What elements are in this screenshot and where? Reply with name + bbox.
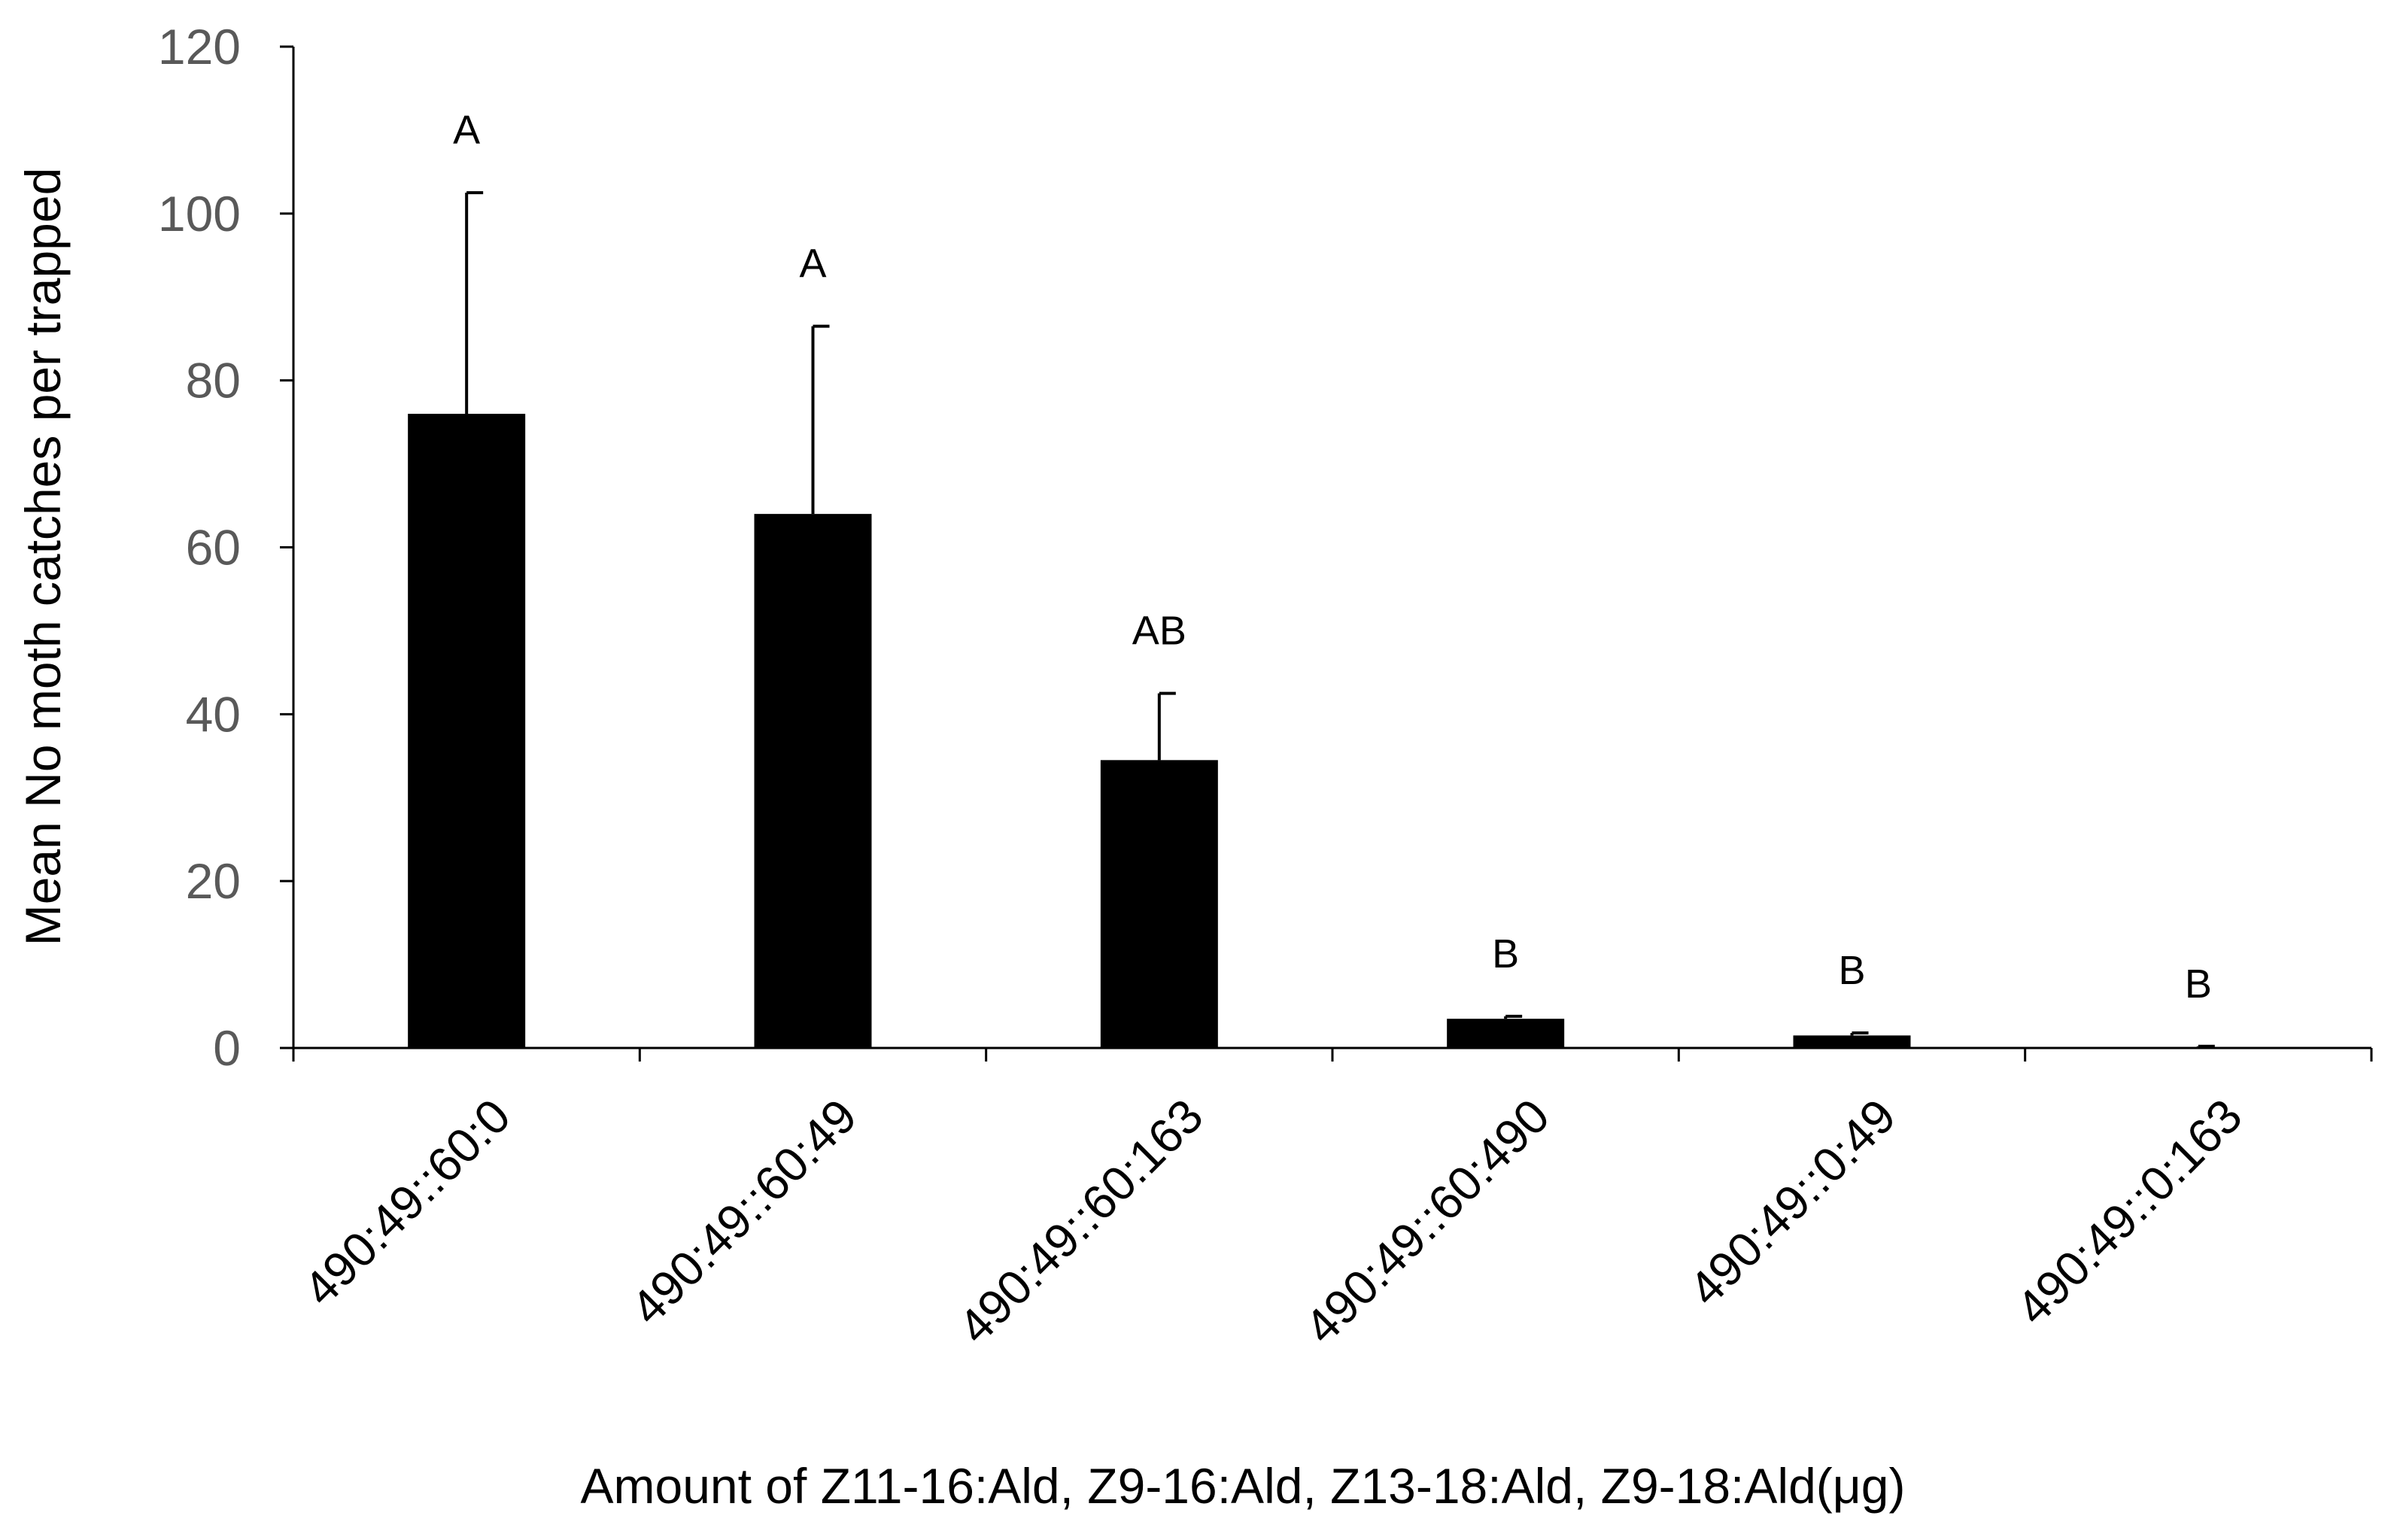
- significance-label: B: [2185, 961, 2212, 1007]
- y-tick-label: 40: [186, 686, 241, 742]
- x-tick-label: 490:49::60:0: [293, 1089, 521, 1317]
- y-tick-label: 20: [186, 853, 241, 909]
- bar: [1100, 760, 1218, 1048]
- significance-label: AB: [1132, 609, 1186, 654]
- bar: [2139, 1046, 2257, 1049]
- significance-label: A: [453, 108, 480, 153]
- x-tick-label: 490:49::60:49: [621, 1089, 867, 1335]
- y-tick-label: 80: [186, 353, 241, 409]
- x-tick-label: 490:49::60:490: [1294, 1089, 1560, 1354]
- significance-label: B: [1492, 931, 1519, 977]
- y-tick-label: 60: [186, 520, 241, 576]
- y-tick-label: 0: [213, 1020, 241, 1076]
- x-tick-label: 490:49::0:49: [1679, 1089, 1906, 1317]
- significance-label: A: [799, 241, 826, 287]
- significance-label: B: [1838, 948, 1865, 993]
- y-tick-label: 120: [158, 19, 241, 74]
- bar: [754, 514, 872, 1048]
- x-tick-label: 490:49::0:163: [2006, 1089, 2253, 1335]
- bar: [408, 414, 526, 1048]
- bar: [1793, 1035, 1911, 1048]
- x-tick-label: 490:49::60:163: [948, 1089, 1214, 1354]
- bar: [1447, 1019, 1565, 1048]
- y-axis-title: Mean No moth catches per trapped: [15, 168, 71, 946]
- y-tick-label: 100: [158, 186, 241, 241]
- x-axis-title: Amount of Z11-16:Ald, Z9-16:Ald, Z13-18:…: [581, 1458, 1906, 1514]
